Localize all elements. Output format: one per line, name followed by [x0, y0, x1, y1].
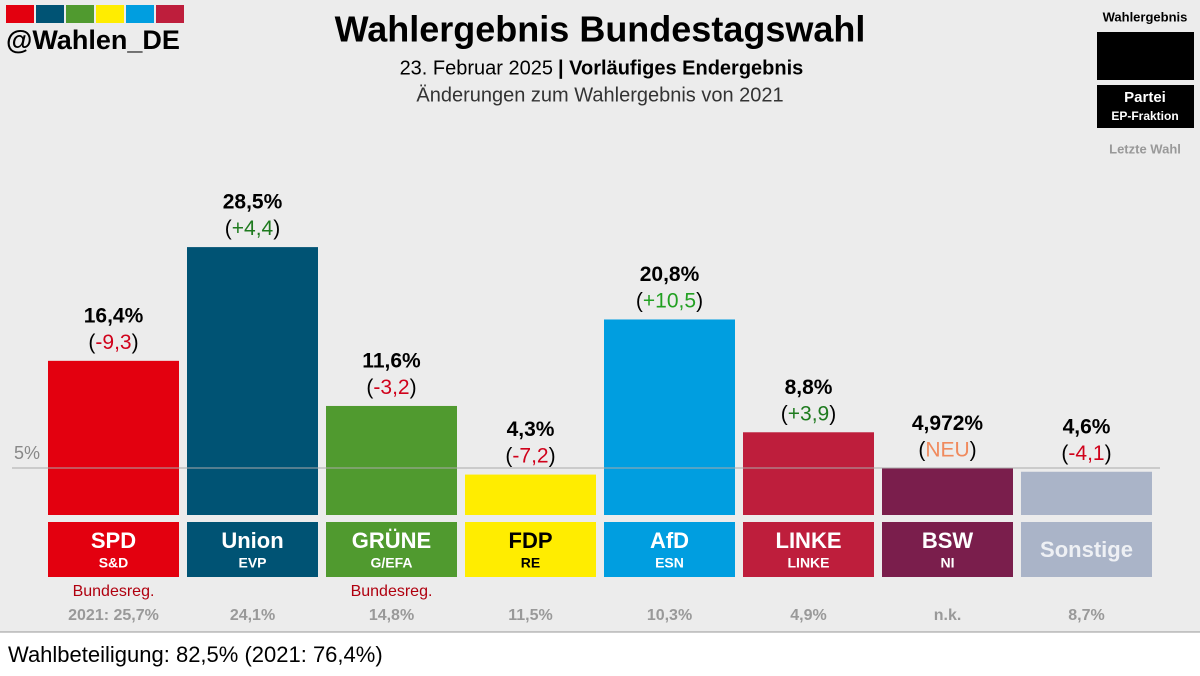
change-value: NEU	[925, 438, 969, 461]
legend-result: Wahlergebnis	[1103, 9, 1188, 24]
label-box	[743, 522, 874, 577]
change-label: (NEU)	[918, 438, 976, 461]
label-box	[48, 522, 179, 577]
ep-group: G/EFA	[370, 555, 412, 571]
previous-result: 11,5%	[508, 607, 552, 624]
paren: )	[696, 289, 703, 312]
value-label: 20,8%	[640, 263, 700, 286]
change-label: (+10,5)	[636, 289, 703, 312]
bar	[604, 319, 735, 515]
change-label: (+4,4)	[225, 217, 280, 240]
bar	[326, 405, 457, 515]
previous-result: 8,7%	[1068, 607, 1104, 624]
value-label: 11,6%	[362, 350, 421, 373]
change-value: +3,9	[788, 402, 829, 425]
ep-group: ESN	[655, 555, 684, 571]
paren: )	[273, 217, 280, 240]
ep-group: LINKE	[788, 555, 830, 571]
legend-previous: Letzte Wahl	[1109, 141, 1181, 156]
legend-party: Partei	[1124, 89, 1166, 106]
paren: (	[1061, 441, 1068, 464]
party-name: AfD	[650, 528, 689, 553]
paren: (	[366, 376, 373, 399]
paren: )	[549, 444, 556, 467]
previous-result: 10,3%	[647, 607, 692, 624]
bar	[48, 360, 179, 515]
bar	[743, 432, 874, 515]
bar	[1021, 471, 1152, 515]
footer-bg	[0, 632, 1200, 676]
change-label: (-7,2)	[505, 444, 555, 467]
change-value: -4,1	[1068, 441, 1104, 464]
change-value: +4,4	[232, 217, 274, 240]
label-box	[1021, 522, 1152, 577]
legend-label-box	[1097, 85, 1194, 128]
ep-group: S&D	[99, 555, 129, 571]
change-label: (-4,1)	[1061, 441, 1111, 464]
party-name: FDP	[509, 528, 553, 553]
change-label: (-9,3)	[88, 330, 138, 353]
paren: )	[132, 330, 139, 353]
change-value: -3,2	[373, 376, 409, 399]
label-box	[465, 522, 596, 577]
paren: )	[829, 402, 836, 425]
label-box	[882, 522, 1013, 577]
value-label: 8,8%	[785, 376, 833, 399]
logo-stripes	[6, 5, 184, 23]
value-label: 4,6%	[1063, 415, 1111, 438]
legend-bar	[1097, 32, 1194, 80]
paren: )	[970, 438, 977, 461]
previous-result: n.k.	[934, 607, 962, 624]
party-name: Sonstige	[1040, 537, 1133, 562]
paren: (	[88, 330, 95, 353]
label-box	[604, 522, 735, 577]
change-value: -9,3	[95, 330, 131, 353]
change-label: (+3,9)	[781, 402, 836, 425]
paren: (	[225, 217, 232, 240]
subtitle: Änderungen zum Wahlergebnis von 2021	[416, 84, 783, 106]
paren: (	[636, 289, 643, 312]
label-box	[187, 522, 318, 577]
previous-result: 2021: 25,7%	[68, 607, 159, 624]
change-value: -7,2	[512, 444, 548, 467]
chart-title: Wahlergebnis Bundestagswahl	[335, 9, 866, 50]
paren: )	[1105, 441, 1112, 464]
paren: )	[410, 376, 417, 399]
footer: Wahlbeteiligung: 82,5% (2021: 76,4%)	[8, 642, 383, 667]
value-label: 28,5%	[223, 191, 283, 214]
note: Bundesreg.	[73, 583, 155, 600]
party-name: Union	[221, 528, 283, 553]
value-label: 4,972%	[912, 412, 984, 435]
change-label: (-3,2)	[366, 376, 416, 399]
previous-result: 14,8%	[369, 607, 414, 624]
ep-group: RE	[521, 555, 540, 571]
value-label: 16,4%	[84, 304, 144, 327]
previous-result: 4,9%	[790, 607, 826, 624]
subtitle-date: 23. Februar 2025	[400, 57, 553, 79]
note: Bundesreg.	[351, 583, 433, 600]
paren: (	[918, 438, 925, 461]
previous-result: 24,1%	[230, 607, 275, 624]
subtitle-status: | Vorläufiges Endergebnis	[558, 57, 803, 79]
bar	[465, 474, 596, 515]
paren: (	[781, 402, 788, 425]
y-tick-label: 5%	[14, 443, 40, 463]
label-box	[326, 522, 457, 577]
party-name: GRÜNE	[352, 528, 431, 553]
party-name: LINKE	[776, 528, 842, 553]
party-name: SPD	[91, 528, 136, 553]
ep-group: EVP	[238, 555, 266, 571]
ep-group: NI	[941, 555, 955, 571]
legend-group: EP-Fraktion	[1111, 109, 1178, 123]
bar	[882, 468, 1013, 515]
paren: (	[505, 444, 512, 467]
value-label: 4,3%	[507, 418, 555, 441]
change-value: +10,5	[643, 289, 696, 312]
party-name: BSW	[922, 528, 974, 553]
bar	[187, 247, 318, 515]
handle: @Wahlen_DE	[6, 25, 180, 55]
